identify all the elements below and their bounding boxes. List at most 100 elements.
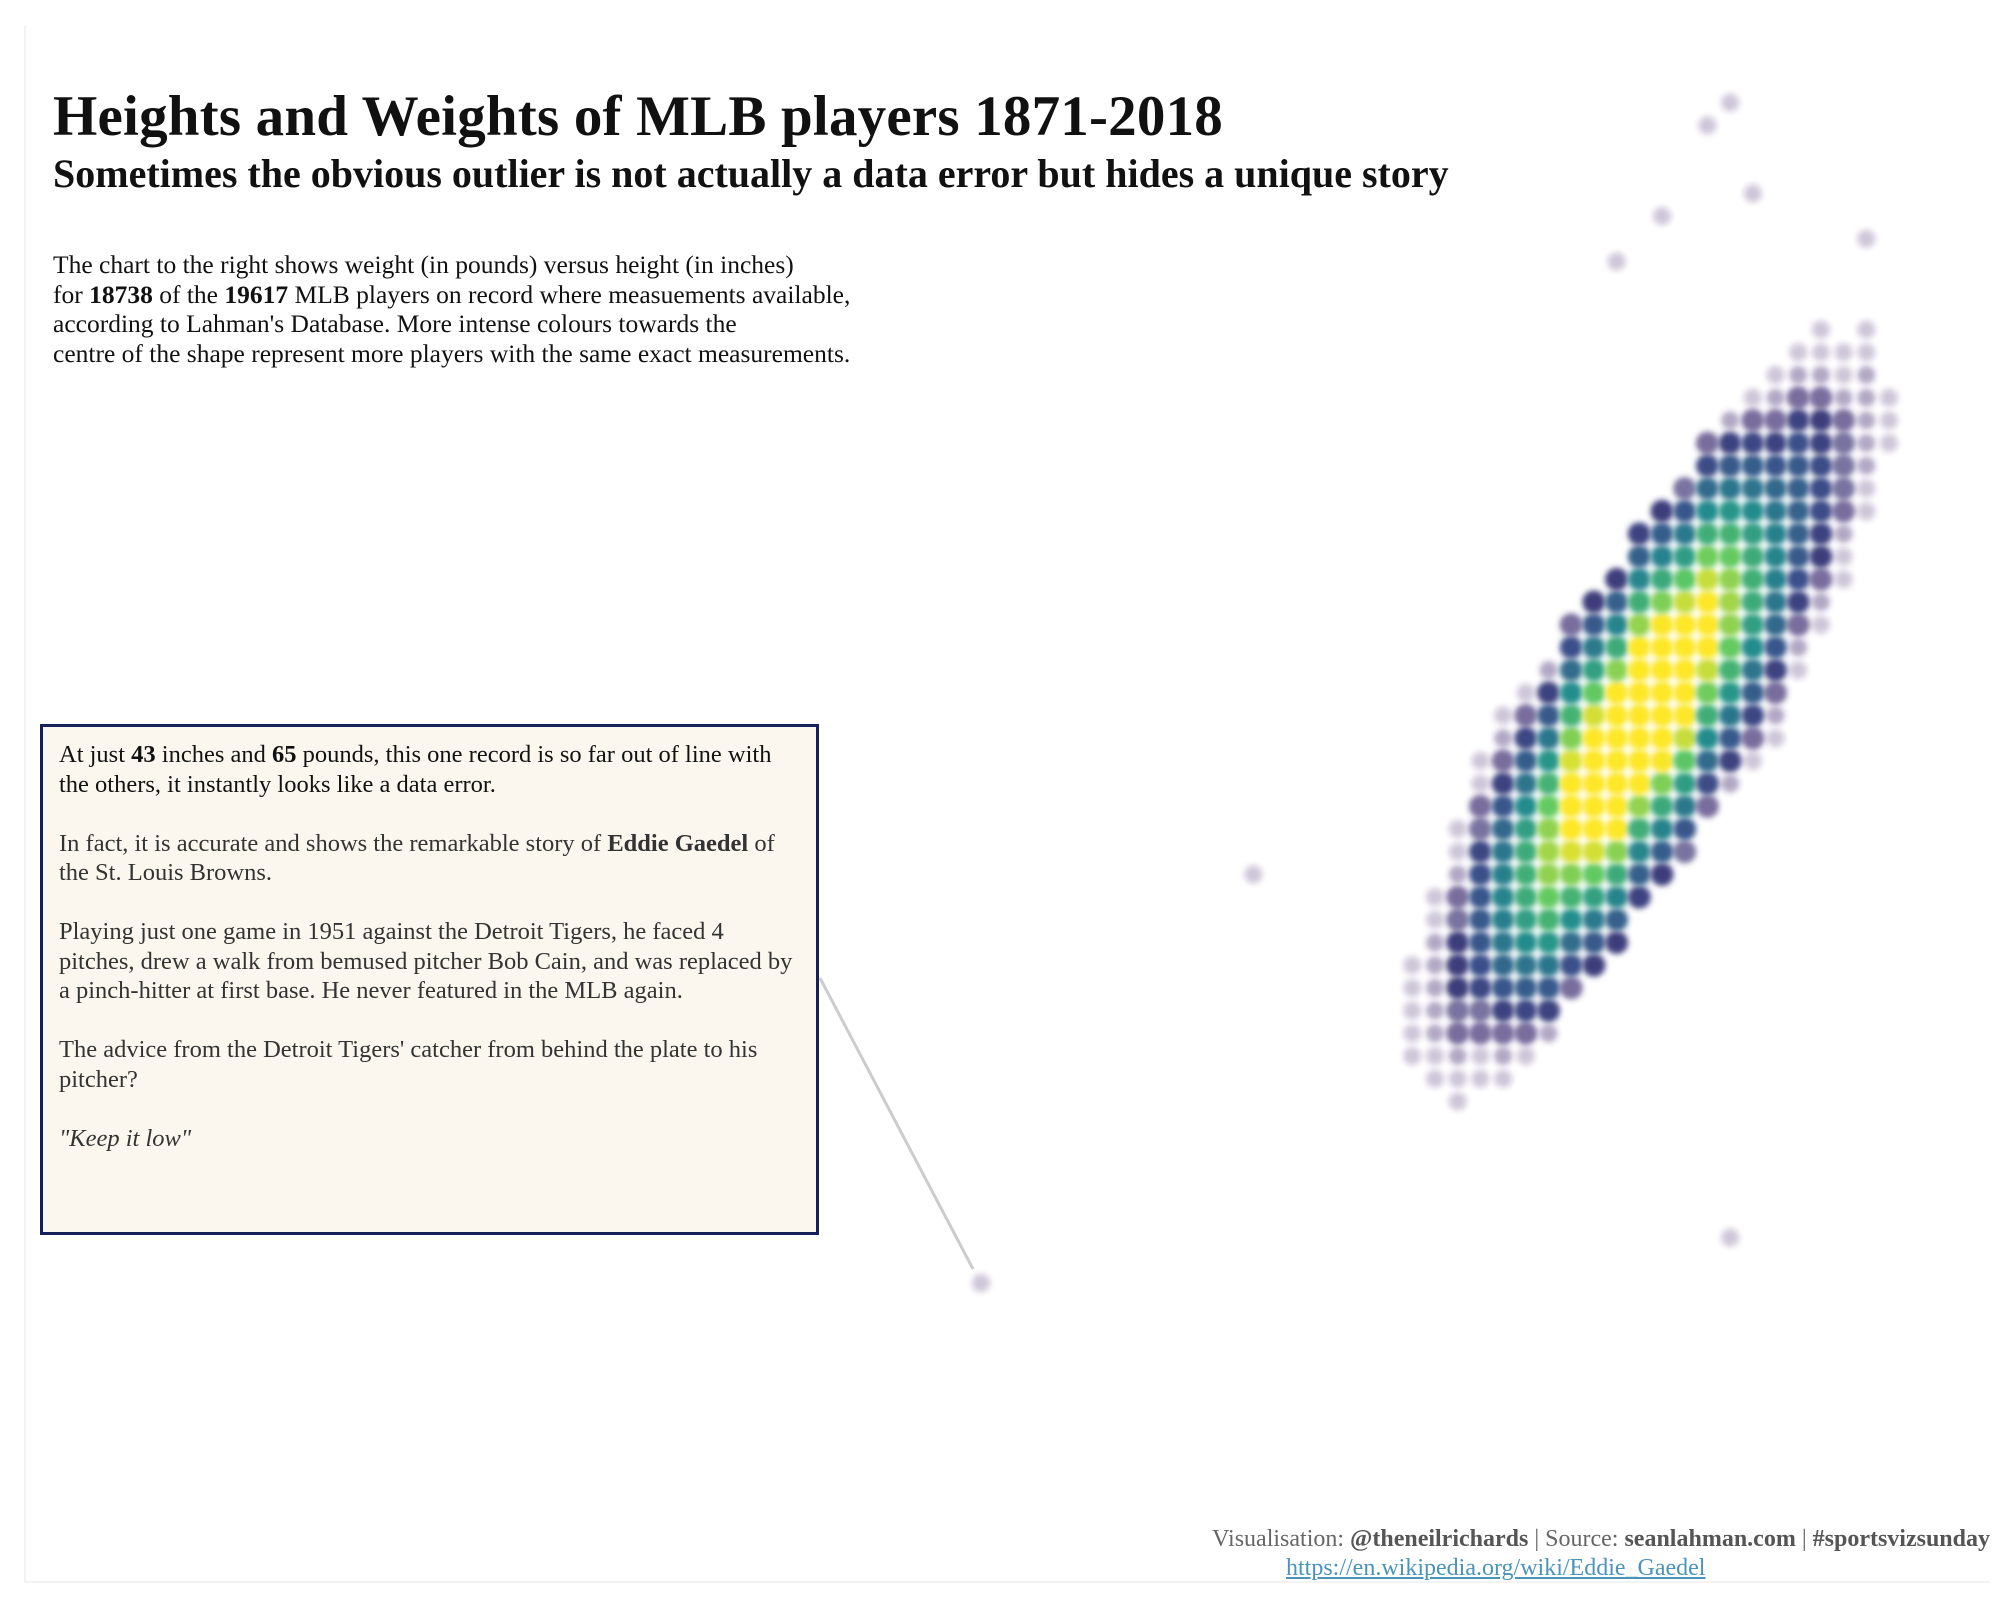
- scatter-point: [1695, 567, 1719, 591]
- scatter-point: [1559, 613, 1583, 637]
- scatter-point: [1673, 635, 1697, 659]
- scatter-point: [1605, 817, 1629, 841]
- scatter-point: [1695, 658, 1719, 682]
- scatter-point: [1559, 931, 1583, 954]
- scatter-point: [1559, 681, 1583, 705]
- scatter-point: [1695, 794, 1719, 818]
- scatter-point: [1446, 953, 1470, 977]
- scatter-point: [1741, 613, 1765, 637]
- scatter-point: [1718, 499, 1742, 523]
- scatter-point: [1537, 908, 1560, 932]
- scatter-point: [1627, 567, 1651, 591]
- scatter-point: [1426, 978, 1444, 997]
- scatter-point: [1811, 366, 1830, 384]
- scatter-point: [1605, 749, 1629, 773]
- scatter-point: [1559, 749, 1583, 773]
- intro-line: centre of the shape represent more playe…: [53, 338, 851, 368]
- scatter-point: [1468, 862, 1492, 886]
- scatter-point: [1673, 726, 1697, 750]
- annotation-text: pounds, this one record is so far out of…: [59, 741, 772, 798]
- scatter-point: [1582, 749, 1606, 773]
- scatter-point: [1627, 840, 1651, 864]
- scatter-point: [1673, 522, 1697, 546]
- annotation-quote: "Keep it low": [59, 1124, 192, 1152]
- scatter-point: [1468, 840, 1492, 864]
- scatter-point: [1468, 908, 1492, 932]
- scatter-point: [1627, 635, 1651, 659]
- scatter-point: [1743, 751, 1762, 770]
- scatter-point: [1809, 567, 1833, 591]
- scatter-point: [1491, 840, 1515, 864]
- scatter-point: [1605, 885, 1629, 909]
- scatter-point: [1695, 454, 1719, 478]
- scatter-point: [1537, 999, 1560, 1023]
- annotation-height: 43: [131, 741, 156, 768]
- scatter-point: [1721, 411, 1740, 430]
- scatter-point: [1559, 862, 1583, 886]
- scatter-point: [1809, 408, 1833, 432]
- scatter-point: [1721, 1228, 1740, 1247]
- scatter-point: [1880, 388, 1898, 407]
- scatter-point: [1494, 729, 1513, 748]
- scatter-point: [1605, 840, 1629, 864]
- scatter-point: [1880, 411, 1898, 430]
- scatter-point: [1582, 794, 1606, 818]
- scatter-point: [1673, 658, 1697, 682]
- scatter-point: [1446, 1021, 1470, 1045]
- scatter-point: [1650, 567, 1674, 591]
- scatter-point: [1786, 386, 1810, 410]
- scatter-point: [1605, 635, 1629, 659]
- scatter-point: [1698, 116, 1717, 135]
- intro-text: The chart to the right shows weight (in …: [53, 250, 850, 368]
- footer-text: | Source:: [1528, 1526, 1625, 1552]
- scatter-point: [1766, 706, 1785, 725]
- scatter-point: [1468, 953, 1492, 977]
- scatter-point: [1627, 817, 1651, 841]
- scatter-point: [1718, 681, 1742, 705]
- scatter-point: [1789, 366, 1808, 384]
- scatter-point: [1718, 658, 1742, 682]
- scatter-point: [1605, 772, 1629, 796]
- scatter-point: [1718, 635, 1742, 659]
- scatter-point: [1627, 885, 1651, 909]
- scatter-point: [1650, 749, 1674, 773]
- scatter-point: [1627, 590, 1651, 614]
- scatter-point: [1539, 1024, 1558, 1043]
- scatter-point: [1491, 749, 1515, 773]
- scatter-point: [1582, 590, 1606, 614]
- scatter-point: [1516, 683, 1535, 702]
- scatter-point: [1448, 1092, 1467, 1111]
- scatter-point: [1809, 454, 1833, 478]
- scatter-point: [1627, 545, 1651, 569]
- scatter-point: [1559, 704, 1583, 727]
- scatter-point: [1559, 794, 1583, 818]
- scatter-point: [1673, 590, 1697, 614]
- scatter-point: [1605, 681, 1629, 705]
- scatter-point: [1786, 522, 1810, 546]
- scatter-point: [1514, 749, 1538, 773]
- scatter-point: [1789, 661, 1808, 680]
- scatter-point: [1695, 499, 1719, 523]
- scatter-point: [1537, 681, 1560, 705]
- page-title: Heights and Weights of MLB players 1871-…: [53, 85, 1223, 148]
- scatter-point: [1605, 726, 1629, 750]
- scatter-point: [1743, 184, 1762, 203]
- scatter-point: [1880, 434, 1898, 453]
- scatter-point: [1695, 522, 1719, 546]
- intro-text-segment: MLB players on record where measuements …: [288, 279, 851, 309]
- scatter-point: [1741, 431, 1765, 455]
- annotation-text: inches and: [155, 741, 272, 768]
- scatter-point: [1471, 1069, 1490, 1088]
- scatter-point: [1764, 545, 1787, 569]
- scatter-point: [1650, 635, 1674, 659]
- scatter-point: [1491, 976, 1515, 1000]
- scatter-point: [1718, 704, 1742, 727]
- scatter-point: [1766, 388, 1785, 407]
- scatter-point: [1582, 840, 1606, 864]
- player-name: Eddie Gaedel: [607, 829, 749, 857]
- wikipedia-link[interactable]: https://en.wikipedia.org/wiki/Eddie_Gaed…: [1286, 1555, 1706, 1581]
- scatter-point: [1741, 635, 1765, 659]
- scatter-point: [1426, 1001, 1444, 1020]
- annotation-card: At just 43 inches and 65 pounds, this on…: [40, 724, 819, 1235]
- scatter-point: [1514, 704, 1538, 727]
